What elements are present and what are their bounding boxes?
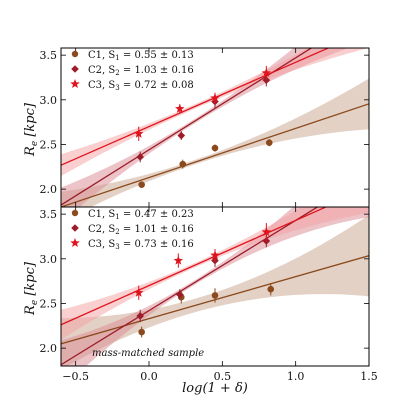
y-tick-label: 2.5 [40, 138, 58, 151]
legend-marker-c1 [71, 209, 79, 217]
legend-label-c1: C1, S1 = 0.47 ± 0.23 [88, 209, 194, 221]
data-point-c1 [179, 160, 187, 168]
plot-frame [60, 206, 370, 367]
legend-marker-c2 [71, 65, 79, 73]
x-tick-label: 0.0 [140, 370, 158, 383]
fit-band-c2 [61, 48, 349, 207]
data-point-c1 [138, 181, 145, 188]
x-tick-label: −0.5 [62, 370, 89, 383]
legend-marker-c1 [71, 50, 79, 58]
fit-line-c2 [61, 48, 313, 206]
y-tick-label: 3.0 [40, 253, 58, 266]
y-axis-label: Re [kpc] [23, 102, 40, 157]
legend-marker-c3 [70, 238, 80, 248]
data-point-c2 [176, 290, 184, 299]
data-point-c1 [211, 292, 219, 299]
fit-band-c2 [61, 207, 369, 366]
y-axis-label: Re [kpc] [23, 261, 40, 316]
data-point-c3 [133, 287, 144, 297]
data-point-c3 [175, 103, 185, 113]
panel-1: 2.0 2.5 3.0 3.5 Re [kpc] C1, S1 = 0.55 ± 0.13… [23, 47, 370, 208]
x-tick-label: 0.5 [214, 370, 232, 383]
legend-label-c3: C3, S3 = 0.73 ± 0.16 [88, 239, 194, 251]
panel-2: 2.0 2.5 3.0 3.5 −0.5 0.0 0.5 1.0 1.5 Re [kpc] C1, … [23, 206, 378, 396]
data-point-c3 [133, 128, 144, 138]
data-point-c2 [177, 131, 186, 140]
panel-annotation: mass-matched sample [92, 348, 204, 359]
fit-band-c1 [61, 215, 369, 366]
data-point-c3 [261, 227, 272, 237]
y-tick-label: 2.0 [40, 183, 58, 196]
data-point-c1 [138, 328, 145, 336]
legend-marker-c2 [71, 224, 79, 232]
x-axis-label: log(1 + δ) [182, 381, 248, 396]
y-tick-label: 3.5 [40, 49, 58, 62]
data-point-c1 [267, 285, 275, 293]
legend-label-c1: C1, S1 = 0.55 ± 0.13 [88, 50, 194, 62]
plot-area [61, 48, 369, 207]
fit-line-c2 [61, 207, 319, 366]
x-tick-label: 1.5 [360, 370, 378, 383]
legend-label-c2: C2, S2 = 1.03 ± 0.16 [88, 65, 194, 77]
legend-label-c3: C3, S3 = 0.72 ± 0.08 [88, 80, 194, 92]
data-point-c1 [265, 139, 273, 146]
data-point-c3 [173, 255, 184, 265]
y-tick-label: 3.5 [40, 208, 58, 221]
y-tick-label: 2.0 [40, 342, 58, 355]
legend-marker-c3 [70, 79, 80, 89]
x-tick-label: 1.0 [287, 370, 305, 383]
plot-area [61, 207, 369, 366]
legend-label-c2: C2, S2 = 1.01 ± 0.16 [88, 224, 194, 236]
data-point-c2 [136, 153, 144, 161]
y-tick-label: 2.5 [40, 297, 58, 310]
fit-line-c1 [61, 103, 369, 207]
data-point-c3 [210, 250, 220, 260]
y-tick-label: 3.0 [40, 94, 58, 107]
data-point-c1 [211, 144, 219, 152]
data-point-c3 [261, 68, 272, 78]
data-point-c2 [136, 312, 144, 320]
data-point-c3 [210, 93, 220, 103]
